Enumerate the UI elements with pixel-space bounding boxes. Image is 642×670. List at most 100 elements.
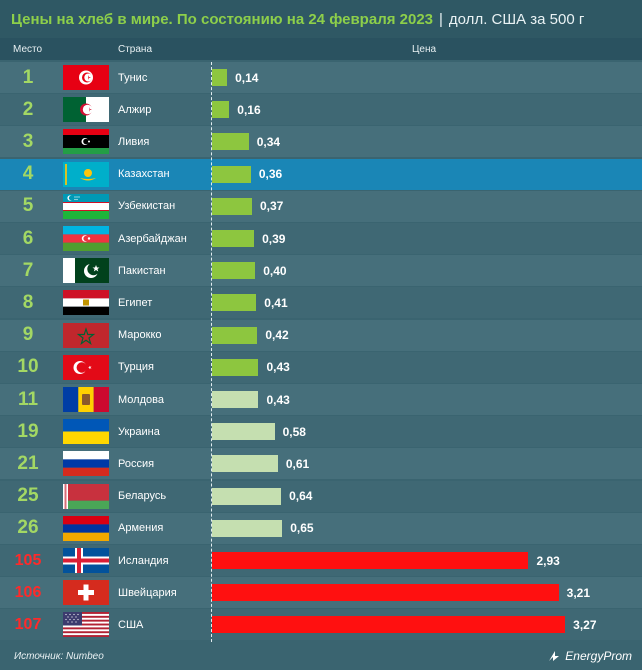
moldova-flag <box>63 387 109 412</box>
chart-row: 7 Пакистан 0,40 <box>0 255 642 287</box>
country-label: Исландия <box>118 554 169 567</box>
rank-label: 9 <box>22 324 34 346</box>
price-bar <box>212 133 249 151</box>
chart-unit: долл. США за 500 г <box>448 10 585 28</box>
rank-label: 3 <box>22 130 34 152</box>
country-label: Пакистан <box>118 264 166 277</box>
rank-header: Место <box>13 44 43 55</box>
price-bar <box>212 294 257 312</box>
country-label: Узбекистан <box>118 200 176 213</box>
rank-label: 4 <box>22 163 34 185</box>
chart-row: 9 Марокко 0,42 <box>0 319 642 351</box>
armenia-flag <box>63 515 109 541</box>
price-value-label: 0,40 <box>263 263 287 278</box>
price-bar <box>212 584 559 602</box>
source-note: Источник: Numbeo <box>14 651 104 662</box>
price-bar <box>212 358 259 376</box>
price-bar <box>212 230 255 247</box>
rank-label: 10 <box>17 356 39 378</box>
baseline-axis <box>211 62 212 642</box>
chart-row: 107 США 3,27 <box>0 609 642 641</box>
price-value-label: 3,27 <box>573 617 597 632</box>
kazakhstan-flag <box>63 161 109 187</box>
price-value-label: 3,21 <box>566 585 591 600</box>
rank-label: 7 <box>22 259 34 281</box>
price-value-label: 2,93 <box>536 553 560 568</box>
algeria-flag <box>63 97 109 123</box>
chart-title-bar: Цены на хлеб в мире. По состоянию на 24 … <box>0 0 642 38</box>
turkey-flag <box>63 354 109 380</box>
price-bar <box>212 487 282 505</box>
rank-label: 5 <box>22 195 34 217</box>
chart-rows: 1 Тунис 0,14 2 Алжир 0,16 3 Ливия 0,34 4 Казахстан… <box>0 62 642 642</box>
chart-row: 5 Узбекистан 0,37 <box>0 190 642 222</box>
price-value-label: 0,37 <box>259 199 284 214</box>
title-separator: | <box>439 10 443 28</box>
rank-label: 2 <box>22 98 34 120</box>
chart-row: 25 Беларусь 0,64 <box>0 480 642 512</box>
uzbekistan-flag <box>63 193 109 219</box>
belarus-flag <box>63 483 109 509</box>
egypt-flag <box>63 290 109 316</box>
country-header: Страна <box>118 44 153 55</box>
rank-label: 26 <box>17 517 39 539</box>
country-label: Алжир <box>118 103 152 116</box>
column-header-row: Место Страна Цена <box>0 38 642 60</box>
country-label: Тунис <box>118 71 148 84</box>
price-value-label: 0,42 <box>265 328 289 343</box>
country-label: Ливия <box>118 135 150 148</box>
morocco-flag <box>63 322 109 348</box>
chart-row: 3 Ливия 0,34 <box>0 126 642 158</box>
chart-row: 6 Азербайджан 0,39 <box>0 223 642 254</box>
country-label: Казахстан <box>118 168 170 181</box>
chart-row: 11 Молдова 0,43 <box>0 384 642 415</box>
price-bar <box>212 262 256 280</box>
price-value-label: 0,43 <box>266 360 290 375</box>
logo-icon <box>549 651 560 661</box>
chart-title: Цены на хлеб в мире. По состоянию на 24 … <box>11 10 434 28</box>
price-bar <box>212 326 258 344</box>
rank-label: 25 <box>17 485 39 507</box>
price-bar <box>212 455 278 473</box>
chart-row: 4 Казахстан 0,36 <box>0 158 642 190</box>
chart-row: 10 Турция 0,43 <box>0 351 642 383</box>
country-label: Египет <box>118 296 153 309</box>
rank-label: 106 <box>14 583 42 601</box>
price-value-label: 0,14 <box>235 70 259 85</box>
rank-label: 19 <box>17 420 39 442</box>
price-value-label: 0,34 <box>256 134 281 149</box>
price-value-label: 0,41 <box>264 295 288 310</box>
price-bar <box>212 552 529 569</box>
azerbaijan-flag <box>63 226 109 251</box>
country-label: США <box>118 618 144 631</box>
price-bar <box>212 69 228 86</box>
libya-flag <box>63 129 109 155</box>
price-value-label: 0,64 <box>289 489 313 504</box>
country-label: Беларусь <box>118 490 167 503</box>
country-label: Украина <box>118 425 160 438</box>
country-label: Армения <box>118 522 164 535</box>
russia-flag <box>63 451 109 477</box>
price-bar <box>212 165 251 183</box>
chart-row: 105 Исландия 2,93 <box>0 545 642 576</box>
price-value-label: 0,16 <box>237 102 261 117</box>
rank-label: 105 <box>14 551 42 569</box>
chart-row: 1 Тунис 0,14 <box>0 62 642 93</box>
chart-row: 26 Армения 0,65 <box>0 512 642 544</box>
price-value-label: 0,39 <box>262 231 286 246</box>
usa-flag <box>63 612 109 638</box>
price-bar <box>212 197 252 215</box>
price-value-label: 0,43 <box>266 392 290 407</box>
price-value-label: 0,58 <box>282 424 306 439</box>
brand-logo: EnergyProm <box>547 649 632 663</box>
chart-row: 106 Швейцария 3,21 <box>0 577 642 609</box>
tunisia-flag <box>63 65 109 90</box>
price-bar <box>212 391 259 408</box>
chart-row: 8 Египет 0,41 <box>0 287 642 319</box>
switzerland-flag <box>63 580 109 606</box>
price-bar <box>212 519 283 537</box>
country-label: Россия <box>118 457 155 470</box>
price-value-label: 0,65 <box>290 521 314 536</box>
price-bar <box>212 423 275 441</box>
price-bar <box>212 616 566 634</box>
